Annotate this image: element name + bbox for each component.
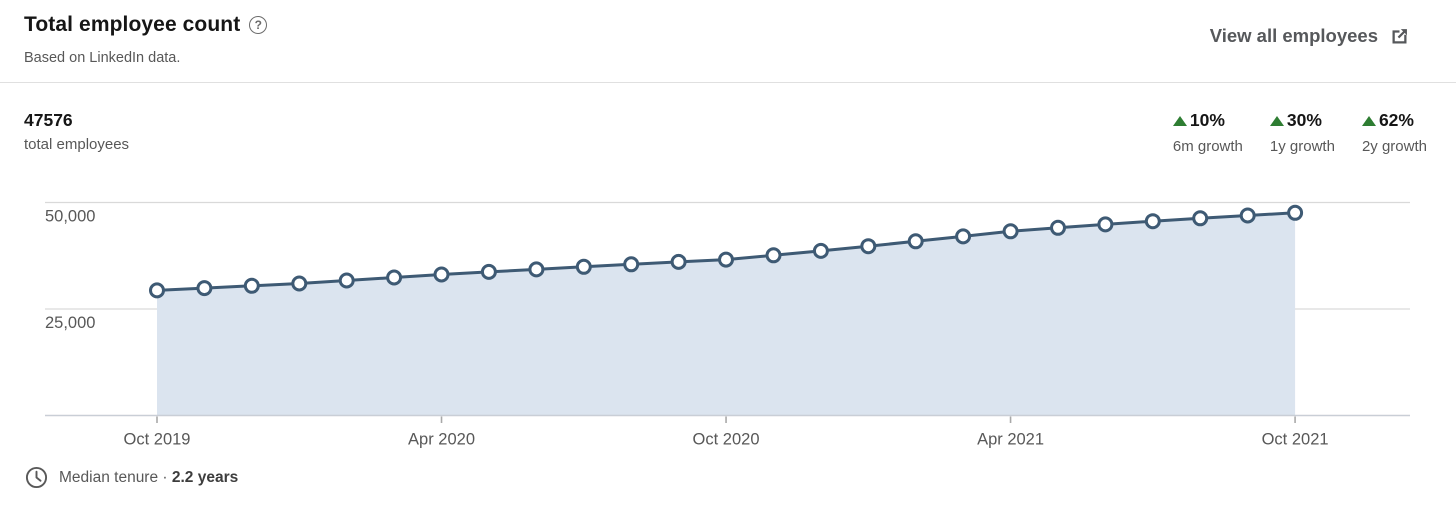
data-point[interactable] — [575, 258, 592, 275]
growth-label-6m: 6m growth — [1172, 138, 1243, 155]
data-point[interactable] — [528, 261, 545, 278]
growth-label-1y: 1y growth — [1269, 138, 1335, 155]
header-divider — [0, 82, 1456, 83]
data-point[interactable] — [1097, 216, 1114, 233]
median-tenure: Median tenure · 2.2 years — [25, 466, 238, 489]
growth-value-6m: 10% — [1189, 110, 1225, 130]
growth-stat-1y: 30% 1y growth — [1269, 110, 1335, 155]
median-tenure-label: Median tenure · — [59, 468, 168, 486]
data-point[interactable] — [1287, 204, 1304, 221]
x-axis-label: Apr 2021 — [977, 431, 1044, 449]
data-point[interactable] — [338, 272, 355, 289]
help-icon[interactable]: ? — [249, 16, 268, 34]
data-point[interactable] — [196, 280, 213, 297]
growth-stats: 10% 6m growth 30% 1y growth 62% 2y growt… — [1172, 110, 1427, 155]
data-point[interactable] — [860, 238, 877, 255]
y-axis-label: 50,000 — [45, 208, 95, 226]
data-point[interactable] — [670, 253, 687, 270]
total-employees-label: total employees — [24, 136, 130, 153]
data-point[interactable] — [1002, 223, 1019, 240]
x-axis-label: Oct 2019 — [124, 431, 191, 449]
growth-up-icon — [1269, 115, 1284, 126]
data-point[interactable] — [149, 282, 165, 299]
clock-icon — [25, 466, 48, 489]
growth-stat-6m: 10% 6m growth — [1172, 110, 1243, 155]
data-point[interactable] — [955, 228, 972, 245]
area-fill — [157, 212, 1296, 416]
growth-label-2y: 2y growth — [1361, 138, 1427, 155]
x-axis-label: Oct 2020 — [693, 431, 760, 449]
subtitle: Based on LinkedIn data. — [24, 50, 181, 66]
data-point[interactable] — [718, 251, 734, 268]
data-point[interactable] — [623, 256, 640, 273]
external-link-icon — [1392, 28, 1407, 43]
data-point[interactable] — [291, 275, 308, 292]
data-point[interactable] — [433, 266, 450, 283]
data-point[interactable] — [907, 233, 924, 250]
data-point[interactable] — [765, 247, 782, 264]
total-employees-value: 47576 — [24, 110, 73, 130]
growth-value-2y: 62% — [1378, 110, 1414, 130]
growth-up-icon — [1361, 115, 1376, 126]
data-point[interactable] — [243, 277, 260, 294]
view-all-employees-label: View all employees — [1209, 25, 1378, 46]
data-point[interactable] — [480, 263, 497, 280]
y-axis-label: 25,000 — [45, 314, 95, 332]
median-tenure-text: Median tenure · 2.2 years — [59, 469, 238, 487]
data-point[interactable] — [1239, 207, 1256, 224]
growth-up-icon — [1172, 115, 1187, 126]
growth-value-1y: 30% — [1286, 110, 1322, 130]
data-point[interactable] — [812, 242, 829, 259]
header: Total employee count ? — [24, 13, 268, 37]
data-point[interactable] — [1192, 210, 1209, 227]
data-point[interactable] — [386, 269, 403, 286]
data-point[interactable] — [1050, 219, 1066, 236]
page-title: Total employee count — [24, 13, 241, 36]
x-axis-label: Oct 2021 — [1262, 431, 1329, 449]
median-tenure-value: 2.2 years — [171, 468, 239, 486]
growth-stat-2y: 62% 2y growth — [1361, 110, 1427, 155]
x-axis-label: Apr 2020 — [408, 431, 475, 449]
view-all-employees-link[interactable]: View all employees — [1210, 25, 1410, 47]
data-point[interactable] — [1144, 213, 1161, 230]
